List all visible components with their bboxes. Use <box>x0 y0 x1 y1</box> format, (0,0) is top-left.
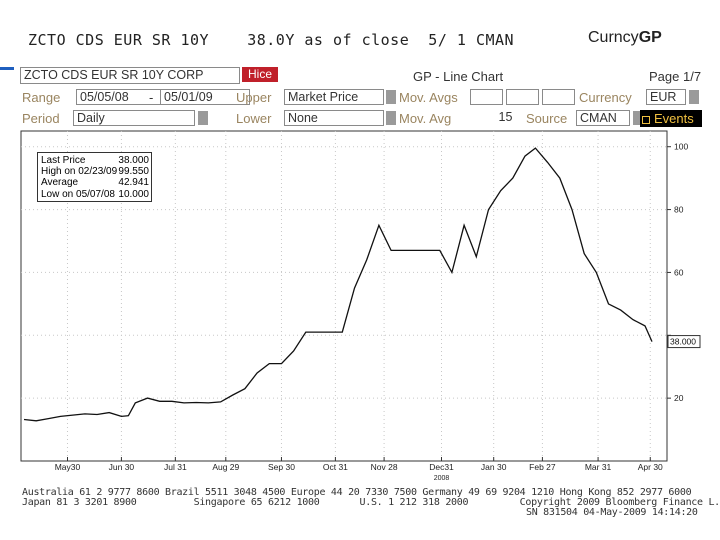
y-tick-label: 20 <box>674 393 684 403</box>
security-title: ZCTO CDS EUR SR 10Y 38.0Y as of close 5/… <box>28 31 515 49</box>
x-tick-label: Oct 31 <box>323 462 348 472</box>
stat-low: Low on 05/07/08 10.000 <box>41 189 149 200</box>
upper-label: Upper <box>236 90 272 105</box>
stat-label: Average <box>41 177 79 189</box>
mov-avg-input[interactable]: 15 <box>470 110 538 126</box>
toolbar-row-1: Range 05/05/08 - 05/01/09 Upper Market P… <box>20 88 710 108</box>
lower-select[interactable]: None <box>284 110 384 126</box>
source-dropdown-arrow[interactable] <box>633 111 643 125</box>
footer-contacts-line2: Japan 81 3 3201 8900 Singapore 65 6212 1… <box>22 497 720 508</box>
hice-button[interactable]: Hice <box>242 67 278 82</box>
lower-label: Lower <box>236 111 272 126</box>
brand-prefix: Curncy <box>588 29 639 46</box>
source-label: Source <box>526 111 568 126</box>
x-tick-label: Apr 30 <box>638 462 663 472</box>
events-button[interactable]: Events <box>640 110 702 127</box>
period-dropdown-arrow[interactable] <box>198 111 208 125</box>
x-axis: May30 Jun 30 Jul 31 Aug 29 Sep 30 Oct 31 Nov 2… <box>55 457 663 482</box>
last-value-box <box>667 335 701 349</box>
stat-high: High on 02/23/09 99.550 <box>41 166 149 177</box>
x-sublabel: 2008 <box>434 475 450 482</box>
currency-input[interactable]: EUR <box>646 89 686 105</box>
mov-avg-3-input[interactable] <box>542 89 575 105</box>
last-value-marker: 38.000 <box>667 335 701 349</box>
curncy-gp-label: CurncyGP <box>588 29 662 47</box>
range-label: Range <box>22 90 61 105</box>
currency-dropdown-arrow[interactable] <box>689 90 699 104</box>
upper-select[interactable]: Market Price <box>284 89 384 105</box>
footer-timestamp: SN 831504 04-May-2009 14:14:20 <box>526 507 698 518</box>
x-tick-label: Jul 31 <box>164 462 187 472</box>
series-line <box>23 147 653 422</box>
range-separator: - <box>149 90 154 105</box>
x-tick-label: Jun 30 <box>109 462 135 472</box>
stats-box: Last Price 38.000 High on 02/23/09 99.550 … <box>37 152 152 202</box>
stat-label: Last Price <box>41 155 86 166</box>
x-tick-label: Aug 29 <box>212 462 239 472</box>
gridlines <box>21 131 667 461</box>
x-tick-label: Dec31 <box>429 462 454 472</box>
y-tick-label: 80 <box>674 205 684 215</box>
selection-marker <box>0 67 14 70</box>
range-start-input[interactable]: 05/05/08 <box>76 89 166 105</box>
lower-dropdown-arrow[interactable] <box>386 111 396 125</box>
stat-value: 10.000 <box>118 188 149 200</box>
stat-label: Low on 05/07/08 <box>41 188 115 200</box>
stat-label: High on 02/23/09 <box>41 166 118 178</box>
stat-value: 42.941 <box>118 177 149 189</box>
brand-suffix: GP <box>638 29 662 46</box>
x-tick-label: Nov 28 <box>371 462 398 472</box>
toolbar-row-2: Period Daily Lower None Mov. Avg 15 Sour… <box>20 109 710 129</box>
events-label: Events <box>654 111 694 126</box>
chart-name: GP - Line Chart <box>413 69 504 84</box>
y-axis: 20 60 80 100 <box>667 142 688 403</box>
currency-label: Currency <box>579 90 632 105</box>
mov-avg-label: Mov. Avg <box>399 111 452 126</box>
y-tick-label: 60 <box>674 267 684 277</box>
stat-last: Last Price 38.000 <box>41 155 149 166</box>
period-select[interactable]: Daily <box>73 110 195 126</box>
events-checkbox-icon[interactable] <box>642 115 650 124</box>
source-input[interactable]: CMAN <box>576 110 630 126</box>
range-end-input[interactable]: 05/01/09 <box>160 89 250 105</box>
y-tick-label: 100 <box>674 142 688 152</box>
x-tick-label: Sep 30 <box>268 462 295 472</box>
page-indicator: Page 1/7 <box>649 69 702 84</box>
x-tick-label: Feb 27 <box>529 462 556 472</box>
stat-average: Average 42.941 <box>41 177 149 188</box>
period-label: Period <box>22 111 60 126</box>
x-tick-label: Mar 31 <box>585 462 612 472</box>
x-tick-label: May30 <box>55 462 81 472</box>
last-value-label: 38.000 <box>670 337 696 347</box>
stat-value: 38.000 <box>118 155 149 166</box>
mov-avgs-label: Mov. Avgs <box>399 90 458 105</box>
upper-dropdown-arrow[interactable] <box>386 90 396 104</box>
mov-avg-1-input[interactable] <box>470 89 503 105</box>
mov-avg-2-input[interactable] <box>506 89 539 105</box>
x-tick-label: Jan 30 <box>481 462 507 472</box>
stat-value: 99.550 <box>118 166 149 178</box>
security-field[interactable]: ZCTO CDS EUR SR 10Y CORP <box>20 67 240 84</box>
footer-contacts-line1: Australia 61 2 9777 8600 Brazil 5511 304… <box>22 487 692 498</box>
